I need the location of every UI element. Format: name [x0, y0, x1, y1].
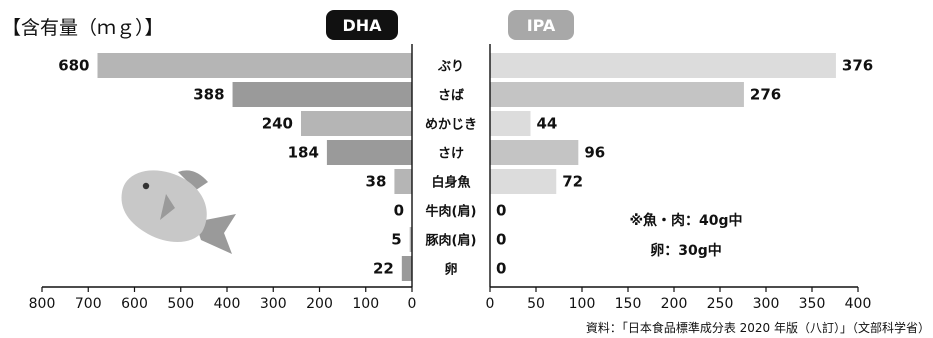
dha-value-label: 184 [288, 144, 319, 162]
category-label: 豚肉(肩) [426, 233, 477, 249]
ipa-badge-bg [508, 10, 574, 40]
ipa-tick-label: 350 [799, 296, 826, 312]
category-label: ぶり [437, 60, 464, 75]
ipa-badge: IPA [508, 10, 574, 40]
dha-tick-label: 700 [75, 296, 102, 312]
dha-badge: DHA [326, 10, 398, 40]
category-label: めかじき [425, 118, 477, 133]
dha-tick-label: 400 [214, 296, 241, 312]
category-label: さけ [438, 147, 464, 162]
fish-icon [121, 170, 236, 254]
dha-bar [409, 227, 412, 252]
ipa-bar [490, 53, 836, 78]
dha-bars [97, 53, 412, 281]
source-note: 資料：「日本食品標準成分表 2020 年版（八訂）」（文部科学省） [586, 320, 930, 335]
note-egg: 卵：30g中 [650, 242, 722, 259]
ipa-value-label: 0 [496, 231, 506, 249]
dha-value-label: 0 [394, 202, 404, 220]
dha-tick-label: 0 [408, 296, 417, 312]
dha-tick-label: 300 [260, 296, 287, 312]
ipa-badge-label: IPA [527, 16, 556, 35]
dha-tick-label: 600 [121, 296, 148, 312]
category-label: さば [438, 89, 464, 104]
ipa-tick-label: 250 [707, 296, 734, 312]
dha-value-label: 22 [373, 260, 394, 278]
dha-tick-label: 200 [306, 296, 333, 312]
ipa-tick-label: 0 [486, 296, 495, 312]
ipa-tick-label: 100 [569, 296, 596, 312]
ipa-tick-label: 400 [845, 296, 872, 312]
dha-tick-label: 500 [167, 296, 194, 312]
dha-bar [326, 140, 412, 165]
dha-badge-bg [326, 10, 398, 40]
dha-value-label: 680 [58, 57, 89, 75]
ipa-tick-label: 150 [615, 296, 642, 312]
ipa-bar [490, 169, 557, 194]
dha-value-label: 388 [193, 86, 224, 104]
ipa-value-label: 44 [536, 115, 557, 133]
dha-bar [232, 82, 412, 107]
fish-top-fin [178, 170, 208, 190]
fish-side-fin [160, 194, 175, 220]
dha-bar [301, 111, 412, 136]
category-label: 牛肉(肩) [426, 204, 477, 220]
ipa-bars [490, 53, 836, 194]
category-label: 白身魚 [431, 175, 470, 191]
dha-value-labels: 680 388 240 184 38 0 5 22 [58, 57, 404, 278]
ipa-bar [490, 111, 531, 136]
ipa-value-label: 72 [562, 173, 583, 191]
dha-badge-label: DHA [342, 16, 382, 35]
axes: 800 700 600 500 400 300 200 100 0 0 50 100 150 200 250… [29, 44, 872, 312]
ipa-bar [490, 140, 579, 165]
dha-tick-label: 100 [352, 296, 379, 312]
ipa-value-label: 0 [496, 202, 506, 220]
ipa-value-label: 0 [496, 260, 506, 278]
ipa-tick-label: 300 [753, 296, 780, 312]
dha-value-label: 5 [391, 231, 401, 249]
fish-eye [142, 182, 150, 190]
dha-bar [401, 256, 412, 281]
dha-value-label: 38 [366, 173, 387, 191]
ipa-value-label: 276 [750, 86, 781, 104]
ipa-value-label: 96 [584, 144, 605, 162]
dha-value-label: 240 [262, 115, 293, 133]
dha-tick-label: 800 [29, 296, 56, 312]
chart-title: 【含有量（ｍｇ）】 [2, 17, 164, 39]
category-label: 卵 [444, 262, 457, 278]
dha-bar [394, 169, 412, 194]
ipa-tick-label: 50 [527, 296, 545, 312]
ipa-value-label: 376 [842, 57, 873, 75]
dha-bar [97, 53, 412, 78]
ipa-bar [490, 82, 744, 107]
ipa-tick-label: 200 [661, 296, 688, 312]
note-fish-meat: ※魚・肉：40g中 [629, 212, 742, 229]
